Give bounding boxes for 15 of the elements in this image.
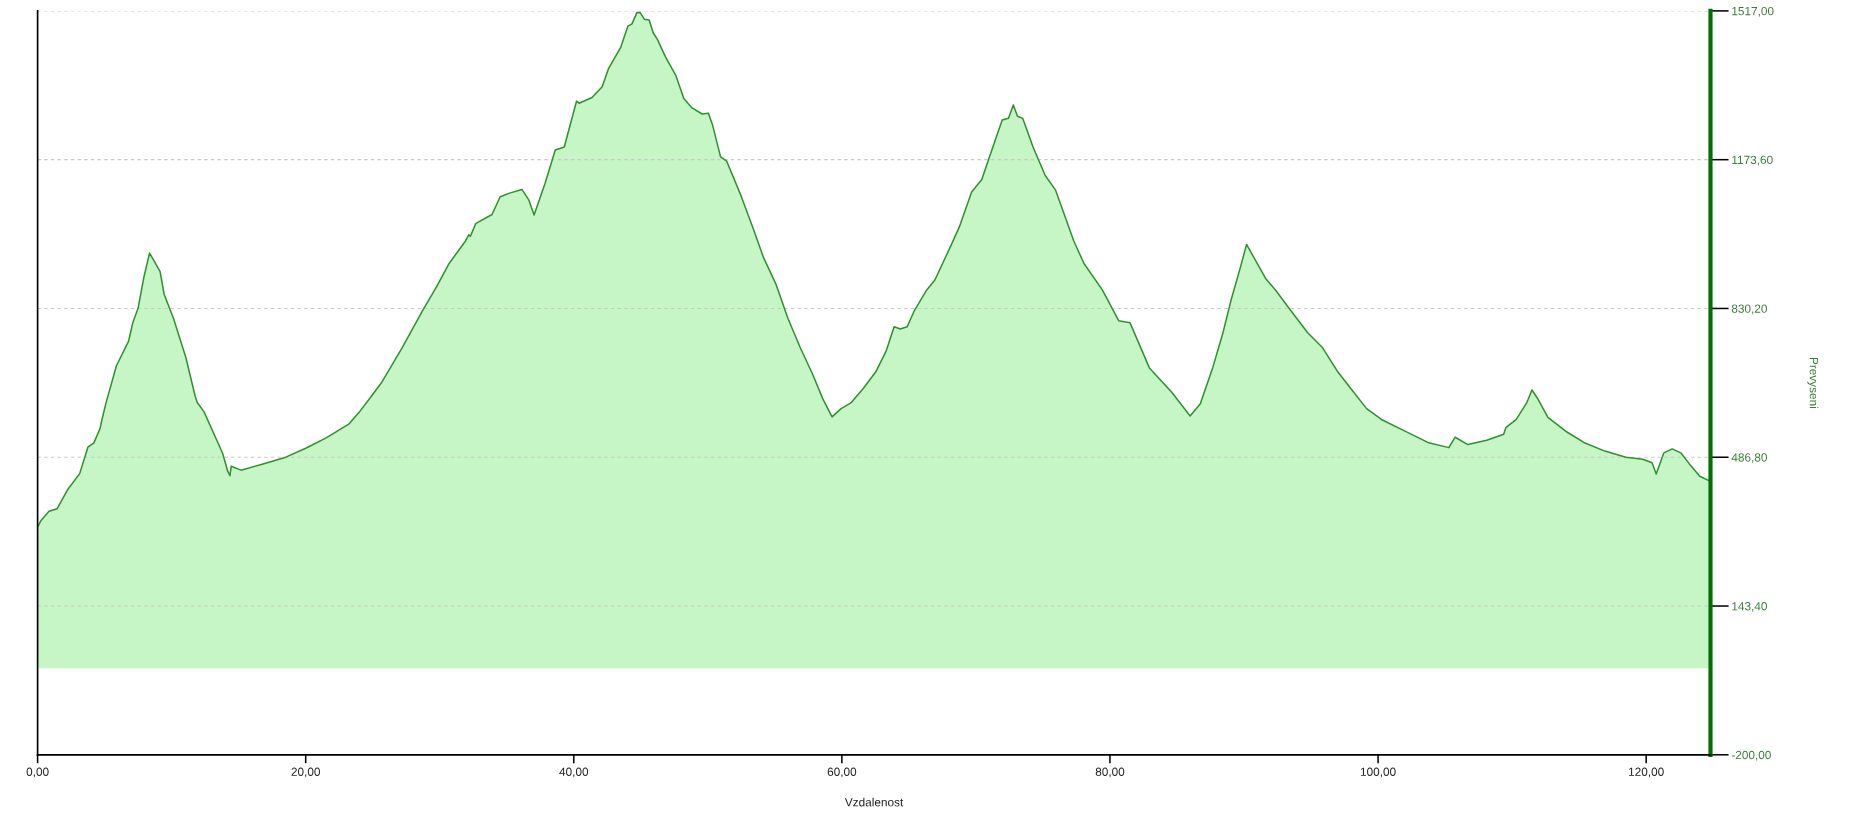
- x-tick-label: 120,00: [1629, 767, 1664, 778]
- y-tick-label: -200,00: [1731, 750, 1771, 761]
- y-tick-label: 830,20: [1731, 304, 1767, 315]
- y-tick-label: 1517,00: [1732, 6, 1774, 17]
- y-tick-label: 143,40: [1732, 602, 1767, 612]
- x-axis-title: Vzdalenost: [844, 797, 904, 807]
- x-tick-label: 60,00: [827, 767, 857, 778]
- y-axis-title: Prevyseni: [1807, 357, 1819, 408]
- y-tick-label: 1173,60: [1732, 155, 1773, 166]
- x-tick-label: 40,00: [559, 767, 589, 778]
- x-tick-label: 100,00: [1360, 767, 1396, 778]
- x-tick-label: 20,00: [291, 767, 320, 778]
- x-tick-label: 0,00: [26, 767, 49, 778]
- x-tick-label: 80,00: [1095, 767, 1125, 778]
- y-tick-label: 486,80: [1731, 453, 1767, 464]
